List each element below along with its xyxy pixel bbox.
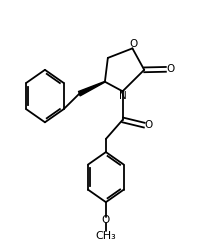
Text: O: O [102,215,110,225]
Polygon shape [79,81,105,96]
Text: O: O [144,120,153,130]
Text: N: N [119,91,127,101]
Text: O: O [166,64,174,74]
Text: O: O [130,39,138,49]
Text: CH₃: CH₃ [95,231,116,241]
